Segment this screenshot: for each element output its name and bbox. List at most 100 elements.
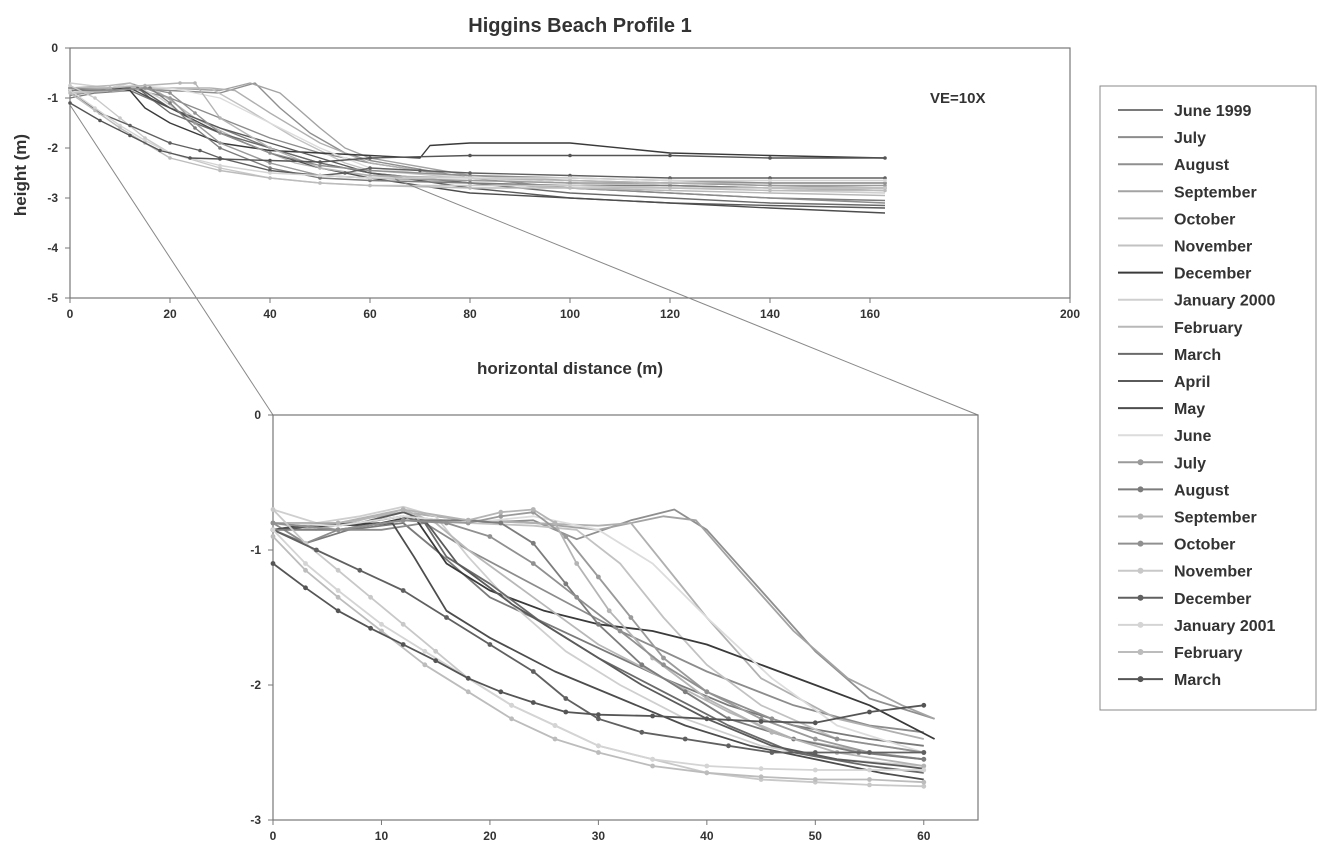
legend: June 1999 July August September October Novem… — [1099, 85, 1317, 711]
main-series-point-19 — [143, 138, 147, 143]
main-y-tick-label: -4 — [47, 241, 58, 255]
main-x-ticks: 0 20 40 60 80 100 120 140 160 200 — [67, 298, 1080, 321]
inset-series-point-19 — [704, 763, 710, 769]
main-series-point-20 — [68, 91, 72, 95]
main-y-tick-label: -2 — [47, 141, 58, 155]
main-series-point-13 — [193, 121, 197, 125]
inset-series-point-17 — [867, 782, 872, 788]
main-series-point-21 — [268, 158, 272, 163]
main-series-point-15 — [218, 116, 222, 120]
inset-series-point-21 — [465, 675, 471, 681]
main-y-ticks: 0 -1 -2 -3 -4 -5 — [47, 41, 70, 305]
legend-label: January 2001 — [1174, 618, 1276, 635]
main-x-tick-label: 40 — [263, 307, 277, 321]
main-series-point-16 — [108, 88, 112, 93]
inset-series-point-21 — [563, 709, 569, 715]
legend-marker — [1137, 567, 1144, 574]
inset-series-point-16 — [661, 662, 666, 668]
inset-series-point-20 — [552, 736, 558, 742]
main-series-point-17 — [118, 116, 122, 120]
main-series-point-21 — [128, 133, 132, 138]
zoom-connector-right — [394, 178, 979, 416]
main-series-point-14 — [318, 176, 322, 180]
main-series-point-18 — [198, 148, 202, 153]
inset-series-point-19 — [552, 723, 558, 728]
main-series-point-14 — [193, 126, 197, 130]
main-series-point-13 — [168, 96, 172, 100]
main-series-point-20 — [883, 188, 887, 193]
legend-label: September — [1174, 510, 1257, 527]
main-series-point-21 — [668, 153, 672, 158]
main-series-point-21 — [883, 156, 887, 160]
main-series-line-20-february — [69, 92, 885, 192]
main-series-point-15 — [143, 83, 147, 88]
legend-marker — [1137, 486, 1144, 493]
inset-series-point-15 — [498, 509, 504, 515]
inset-series-point-18 — [682, 736, 688, 742]
legend-label: March — [1174, 672, 1221, 689]
inset-series-point-19 — [650, 756, 655, 762]
inset-series-point-20 — [704, 770, 710, 776]
inset-series-point-21 — [704, 716, 710, 722]
main-plot: 0 20 40 60 80 100 120 140 160 200 0 -1 -2 -3 -4 -5 VE=… — [11, 41, 1080, 378]
inset-y-tick-label: -3 — [250, 813, 261, 827]
inset-series-point-15 — [606, 608, 612, 614]
inset-series-point-13 — [596, 574, 601, 580]
main-x-tick-label: 160 — [860, 307, 880, 321]
main-y-tick-label: -3 — [47, 191, 58, 205]
inset-series-point-14 — [639, 662, 645, 668]
main-series-point-21 — [368, 156, 372, 160]
inset-series-line-15-september — [273, 508, 924, 767]
legend-label: June 1999 — [1174, 103, 1251, 120]
legend-label: April — [1174, 374, 1210, 391]
main-series-point-15 — [668, 181, 672, 185]
main-series-line-18-december — [69, 89, 885, 179]
legend-box — [1099, 85, 1317, 711]
legend-label: June — [1174, 428, 1211, 445]
inset-series-point-18 — [563, 696, 569, 701]
inset-series-point-20 — [921, 779, 927, 785]
main-series-line-6-december — [69, 87, 886, 159]
inset-series-point-21 — [650, 713, 655, 719]
ve-annotation: VE=10X — [930, 90, 985, 107]
inset-series-point-20 — [758, 774, 764, 780]
legend-label: January 2000 — [1174, 293, 1276, 310]
main-series-point-19 — [68, 88, 72, 93]
main-series-point-18 — [168, 141, 172, 145]
main-series-point-15 — [568, 178, 572, 183]
main-x-tick-label: 60 — [363, 307, 377, 321]
main-series-point-20 — [568, 186, 572, 190]
inset-series-point-21 — [596, 712, 601, 718]
inset-series-point-16 — [444, 520, 449, 526]
main-series-point-19 — [318, 173, 322, 178]
legend-label: November — [1174, 239, 1252, 256]
inset-plot: 0 10 20 30 40 50 60 0 -1 -2 -3 — [250, 408, 979, 843]
main-series-point-13 — [883, 183, 887, 188]
inset-series-line-1-july — [272, 522, 924, 734]
inset-series-point-19 — [758, 766, 764, 772]
main-series-point-20 — [168, 156, 172, 160]
main-series-point-21 — [188, 156, 192, 160]
main-series-point-21 — [218, 157, 222, 161]
main-series-line-19-january-2001 — [69, 89, 885, 182]
inset-series-point-17 — [368, 594, 373, 600]
inset-series-point-18 — [444, 615, 449, 620]
inset-series-point-13 — [812, 736, 818, 742]
legend-label: July — [1174, 130, 1206, 147]
inset-series-point-20 — [509, 716, 514, 722]
legend-label: February — [1174, 645, 1243, 662]
main-series-point-15 — [268, 146, 272, 150]
main-series-point-16 — [768, 181, 772, 185]
inset-series-point-20 — [270, 534, 276, 539]
inset-series-point-15 — [921, 763, 927, 769]
inset-series-point-16 — [487, 534, 493, 539]
inset-series-point-15 — [574, 561, 580, 566]
main-series-point-21 — [468, 153, 472, 158]
main-series-point-13 — [218, 141, 222, 145]
inset-series-point-18 — [357, 567, 363, 573]
main-series-line-15-september — [70, 82, 885, 184]
legend-label: March — [1174, 347, 1221, 364]
main-series-point-15 — [108, 86, 112, 90]
main-series-point-13 — [468, 178, 472, 183]
inset-series-point-19 — [812, 767, 818, 773]
